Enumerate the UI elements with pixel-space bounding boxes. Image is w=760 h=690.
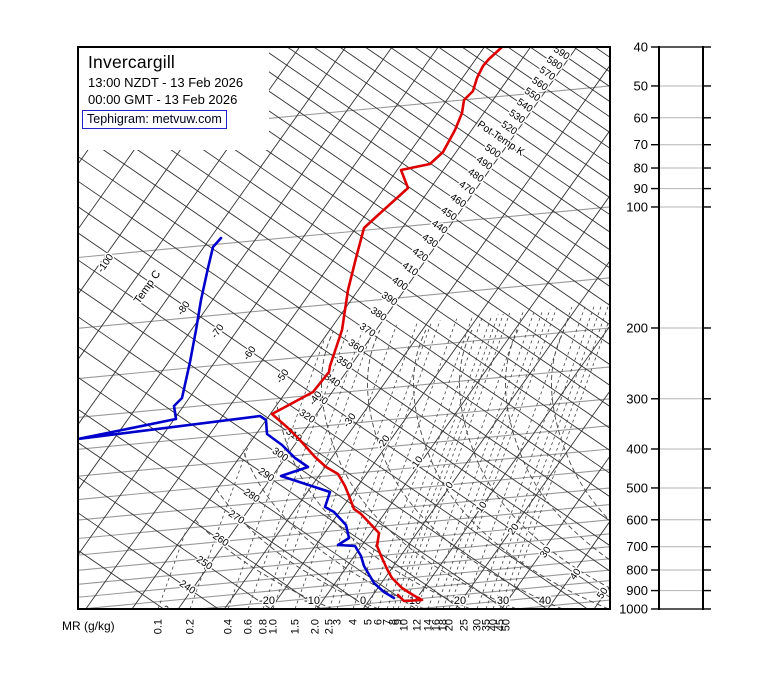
dewpoint-trace [78,236,396,600]
mr-tick-label: 30 [472,619,484,631]
isotherm-bottom-label: -10 [304,595,320,607]
pot-temp-label: 410 [400,260,420,279]
mr-tick-label: 0.2 [185,619,197,634]
isotherm-bottom-label: 40 [539,595,551,607]
mr-tick-label: 3 [332,619,344,625]
mr-tick-label: 10 [399,619,411,631]
isotherm-label: 40 [568,566,584,582]
pot-temp-label: 450 [439,205,459,224]
mr-tick-label: 16 [431,619,443,631]
pot-temp-label: 460 [448,192,468,211]
mr-tick-label: 14 [423,619,435,631]
pressure-scale: 40 50 60 70 80 90 100 200 300 400 500 600 700 800 900 1… [619,40,711,616]
temperature-trace [270,47,504,603]
plot-frame [77,46,611,610]
mr-tick-label: 50 [501,619,513,631]
mr-tick-label: 0.1 [153,619,165,634]
isotherm-label: -50 [274,367,292,386]
mr-tick-label: 18 [438,619,450,631]
pot-temp-label: 250 [194,554,214,573]
valid-time-local: 13:00 NZDT - 13 Feb 2026 [88,75,244,90]
pot-temp-label: 240 [177,578,197,597]
mr-tick-label: 45 [495,619,507,631]
mr-tick-label: 6 [373,619,385,625]
pot-temp-label: 360 [346,338,366,357]
pressure-tick-label: 900 [626,583,648,598]
pressure-tick-label: 400 [626,442,648,457]
station-title: Invercargill [88,52,176,72]
pressure-tick-label: 500 [626,480,648,495]
pressure-tick-label: 800 [626,563,648,578]
mr-tick-label: 40 [488,619,500,631]
mr-tick-label: 7 [382,619,394,625]
pressure-tick-label: 40 [634,40,648,55]
mr-tick-label: 8 [388,619,400,625]
temp-axis-title: Temp C [132,268,164,306]
pressure-tick-label: 50 [634,78,648,93]
isotherm-bottom-label: 0 [360,595,366,607]
pot-temp-label: 380 [368,305,388,324]
mr-tick-label: 0.8 [258,619,270,634]
isotherm-bottom-label: -20 [259,595,275,607]
pot-temp-label: 420 [410,246,430,265]
pressure-tick-label: 1000 [619,601,648,616]
pot-temp-label: 230 [159,604,179,623]
pot-temp-label: 390 [379,290,399,309]
mr-tick-label: 5 [363,619,375,625]
title-mask [79,48,269,150]
mr-tick-label: 2.5 [324,619,336,634]
mr-tick-label: 1.5 [290,619,302,634]
pot-temp-label: 350 [334,354,354,373]
pot-temp-label: 260 [210,531,230,550]
mr-tick-label: 9 [393,619,405,625]
mr-tick-label: 25 [459,619,471,631]
isotherm-label: 10 [474,499,490,515]
pressure-tick-label: 70 [634,137,648,152]
pressure-tick-label: 600 [626,512,648,527]
isotherm-bottom-label: 30 [497,595,509,607]
mr-tick-label: 1.0 [268,619,280,634]
pressure-tick-label: 100 [626,199,648,214]
pressure-tick-label: 700 [626,539,648,554]
mr-tick-label: 4 [348,619,360,625]
pressure-tick-label: 80 [634,161,648,176]
mr-tick-label: 12 [412,619,424,631]
mr-tick-label: 0.4 [223,619,235,634]
isotherm-label: -30 [341,411,359,430]
pressure-tick-label: 60 [634,110,648,125]
mr-tick-label: 35 [481,619,493,631]
pressure-tick-label: 200 [626,320,648,335]
pot-temp-label: 400 [390,275,410,294]
isotherm-label: 0 [444,480,456,491]
pot-temp-label: 340 [322,372,342,391]
pot-temp-label: 440 [429,218,449,237]
metvuw-source-link[interactable]: Tephigram: metvuw.com [82,110,227,129]
mr-tick-label: 2.0 [310,619,322,634]
isobar-lines [78,85,610,609]
pot-temp-label: 320 [297,408,317,427]
pressure-tick-label: 90 [634,181,648,196]
isotherm-label: -20 [375,433,393,452]
isotherm-label: 30 [538,544,554,560]
pot-temp-label: 430 [420,232,440,251]
pressure-tick-label: 300 [626,391,648,406]
mr-tick-label: 20 [444,619,456,631]
mr-tick-label: 0.6 [243,619,255,634]
valid-time-utc: 00:00 GMT - 13 Feb 2026 [88,92,238,107]
mixing-ratio-axis-label: MR (g/kg) [62,619,115,633]
isotherm-bottom-label: 20 [454,595,466,607]
